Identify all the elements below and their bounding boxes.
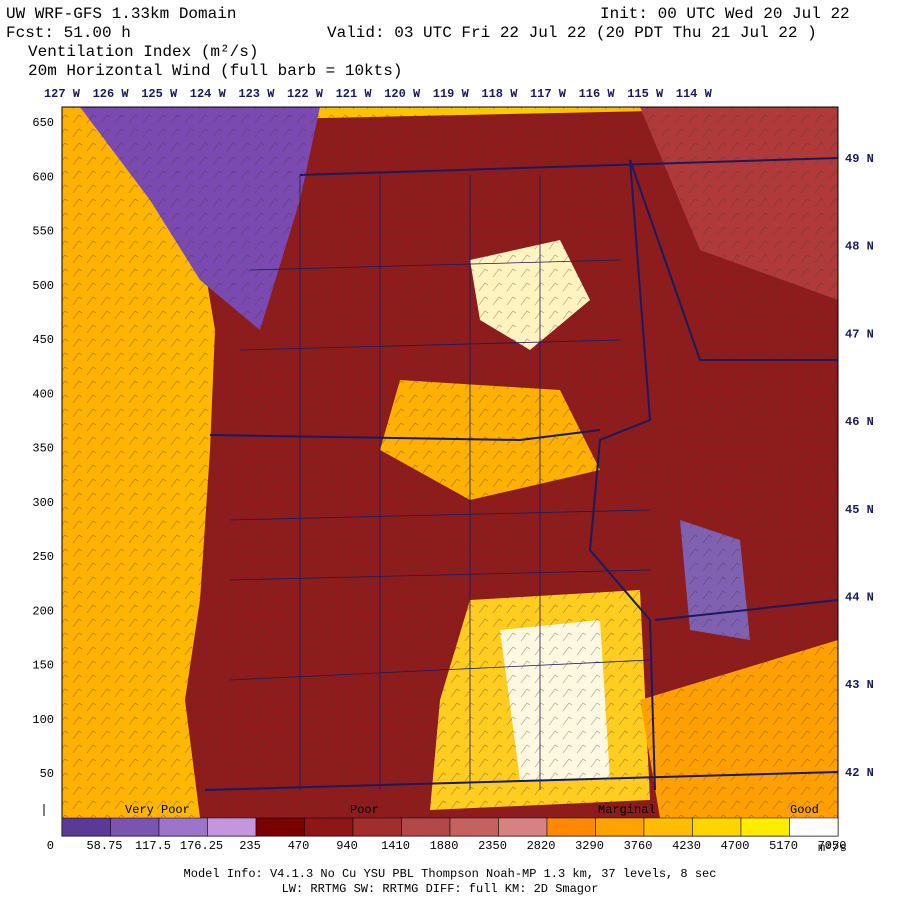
colorbar-swatch: [643, 817, 693, 837]
longitude-label: 117 W: [530, 87, 567, 101]
y-axis-label: 550: [32, 225, 54, 239]
latitude-label: 49 N: [845, 152, 874, 166]
colorbar-swatch: [158, 817, 208, 837]
y-axis-label: 200: [32, 604, 54, 618]
latitude-label: 44 N: [845, 591, 874, 605]
colorbar-label: 3760: [624, 839, 653, 853]
wind-barbs: [62, 107, 838, 818]
colorbar-label: 5170: [769, 839, 798, 853]
longitude-label: 121 W: [336, 87, 373, 101]
physics-info: LW: RRTMG SW: RRTMG DIFF: full KM: 2D Sm…: [282, 882, 599, 896]
y-axis-label: 600: [32, 170, 54, 184]
longitude-label: 118 W: [481, 87, 518, 101]
longitude-label: 123 W: [238, 87, 275, 101]
y-axis-label: 100: [32, 713, 54, 727]
colorbar-swatch: [401, 817, 451, 837]
latitude-label: 45 N: [845, 503, 874, 517]
field-name: Ventilation Index (m²/s): [28, 43, 258, 61]
category-label: Good: [790, 803, 819, 817]
category-label: Very Poor: [125, 803, 190, 817]
colorbar-label: 1410: [381, 839, 410, 853]
y-axis-label: 0: [47, 839, 54, 853]
colorbar-label: 176.25: [180, 839, 223, 853]
colorbar-label: 235: [239, 839, 261, 853]
y-axis-label: 250: [32, 550, 54, 564]
colorbar-swatch: [61, 817, 111, 837]
colorbar-label: 3290: [575, 839, 604, 853]
longitude-label: 114 W: [676, 87, 713, 101]
longitude-label: 119 W: [433, 87, 470, 101]
colorbar-swatch: [449, 817, 499, 837]
longitude-label: 122 W: [287, 87, 324, 101]
colorbar-swatch: [692, 817, 742, 837]
colorbar-swatch: [498, 817, 548, 837]
colorbar-swatch: [352, 817, 402, 837]
y-axis-label: 350: [32, 442, 54, 456]
longitude-label: 126 W: [93, 87, 130, 101]
colorbar-label: 2350: [478, 839, 507, 853]
latitude-label: 43 N: [845, 678, 874, 692]
longitude-label: 125 W: [141, 87, 178, 101]
category-label: Marginal: [598, 803, 656, 817]
latitude-label: 42 N: [845, 766, 874, 780]
valid-time: Valid: 03 UTC Fri 22 Jul 22 (20 PDT Thu …: [327, 24, 817, 42]
colorbar-label: 940: [336, 839, 358, 853]
wind-info: 20m Horizontal Wind (full barb = 10kts): [28, 62, 402, 80]
longitude-label: 124 W: [190, 87, 227, 101]
y-axis-label: 650: [32, 116, 54, 130]
longitude-label: 120 W: [384, 87, 421, 101]
colorbar-unit: m²/s: [818, 841, 847, 855]
latitude-label: 48 N: [845, 240, 874, 254]
y-axis-label: 450: [32, 333, 54, 347]
y-axis-label: 150: [32, 659, 54, 673]
colorbar-swatch: [546, 817, 596, 837]
map: [62, 107, 839, 818]
y-axis-label: 500: [32, 279, 54, 293]
category-label: Poor: [350, 803, 379, 817]
county-lines: [229, 175, 651, 790]
colorbar-label: 4700: [721, 839, 750, 853]
colorbar-label: 4230: [672, 839, 701, 853]
colorbar-label: 1880: [430, 839, 459, 853]
longitude-label: 127 W: [44, 87, 81, 101]
y-axis-label: 50: [40, 767, 54, 781]
y-axis-label: 300: [32, 496, 54, 510]
colorbar-swatch: [207, 817, 257, 837]
longitude-label: 115 W: [627, 87, 664, 101]
y-axis-label: 400: [32, 387, 54, 401]
colorbar-swatch: [255, 817, 305, 837]
title: UW WRF-GFS 1.33km Domain: [6, 5, 236, 23]
latitude-label: 46 N: [845, 415, 874, 429]
colorbar-swatch: [740, 817, 790, 837]
colorbar-label: 2820: [527, 839, 556, 853]
colorbar-swatch: [789, 817, 839, 837]
colorbar-swatch: [110, 817, 160, 837]
longitude-label: 116 W: [579, 87, 616, 101]
borders: [204, 157, 839, 791]
colorbar-label: 117.5: [135, 839, 171, 853]
colorbar: 58.75 117.5 176.25 235 470 940 1410 1880 2350 282…: [61, 803, 847, 855]
colorbar-label: 470: [288, 839, 310, 853]
forecast-hour: Fcst: 51.00 h: [6, 24, 131, 42]
latitude-label: 47 N: [845, 327, 874, 341]
model-info: Model Info: V4.1.3 No Cu YSU PBL Thompso…: [184, 867, 717, 881]
colorbar-swatch: [304, 817, 354, 837]
colorbar-label: 7050: [818, 839, 847, 853]
init-time: Init: 00 UTC Wed 20 Jul 22: [600, 5, 850, 23]
colorbar-label: 58.75: [86, 839, 122, 853]
colorbar-swatch: [595, 817, 645, 837]
